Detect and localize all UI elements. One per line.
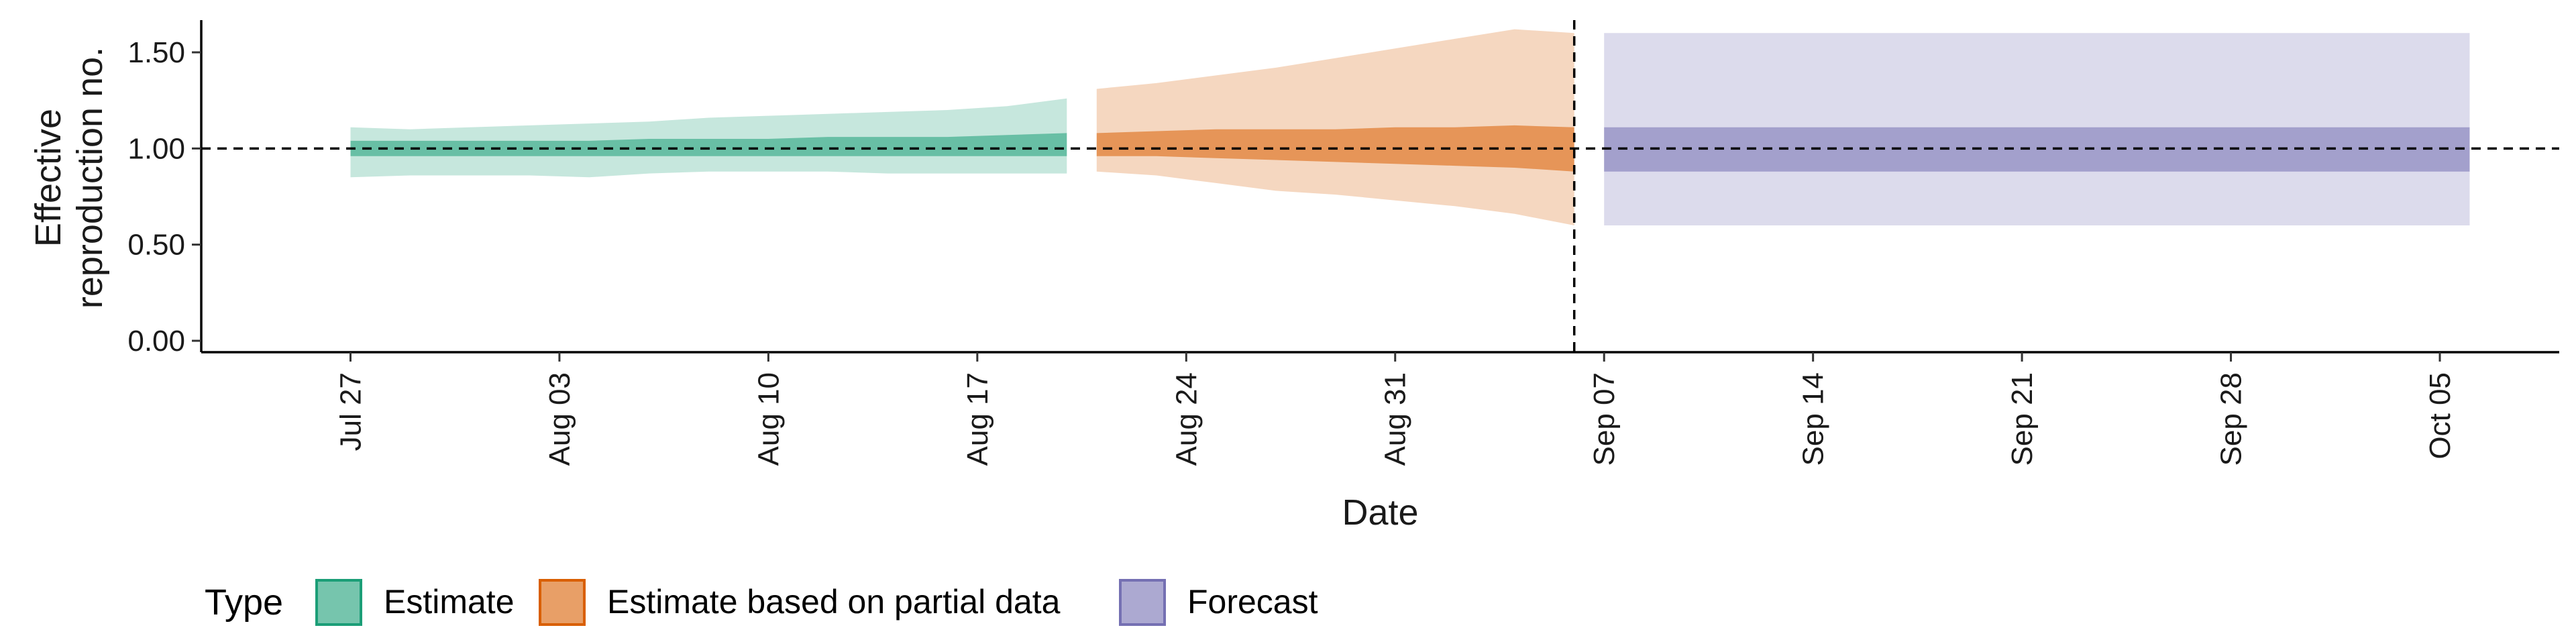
x-tick-label: Aug 31 [1379, 372, 1412, 466]
x-tick-label: Sep 07 [1588, 372, 1621, 466]
y-axis-title: Effectivereproduction no. [28, 47, 110, 309]
estimate-50-band [350, 133, 1067, 156]
legend-label: Estimate [384, 583, 515, 621]
y-axis-title-line: reproduction no. [70, 47, 110, 309]
x-tick-label: Aug 24 [1170, 372, 1203, 466]
y-tick-label: 1.50 [127, 36, 185, 69]
x-tick-label: Oct 05 [2424, 372, 2457, 460]
y-tick-label: 1.00 [127, 132, 185, 165]
reference-lines [201, 20, 2559, 352]
y-tick-label: 0.00 [127, 325, 185, 358]
estimate-90-band [350, 98, 1067, 178]
legend: Type Estimate Estimate based on partial da… [205, 579, 1318, 626]
x-axis-title: Date [1342, 492, 1418, 533]
legend-label: Forecast [1187, 583, 1318, 621]
legend-swatch [1119, 579, 1166, 626]
axes: 0.00 0.50 1.00 1.50 Jul 27 Aug 03 Aug 10 Aug 17… [28, 20, 2559, 533]
legend-swatch [539, 579, 586, 626]
x-tick-label: Aug 03 [543, 372, 576, 466]
x-tick-label: Sep 14 [1797, 372, 1830, 466]
x-tick-label: Jul 27 [334, 372, 367, 451]
estimate-based-on-partial-data-90-band [1096, 29, 1574, 225]
legend-label: Estimate based on partial data [607, 583, 1061, 621]
x-tick-label: Aug 10 [752, 372, 785, 466]
ribbon-layer [350, 29, 2470, 226]
legend-title: Type [205, 582, 283, 623]
legend-swatch [315, 579, 362, 626]
x-tick-label: Sep 21 [2006, 372, 2039, 466]
x-tick-label: Aug 17 [961, 372, 994, 466]
x-tick-label: Sep 28 [2215, 372, 2248, 466]
y-tick-label: 0.50 [127, 229, 185, 262]
y-axis-title-line: Effective [28, 109, 68, 247]
